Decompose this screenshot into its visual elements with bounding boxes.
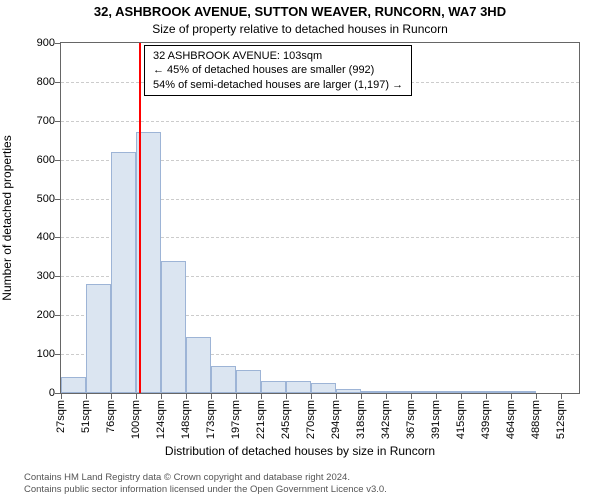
ytick-label: 0 [5, 387, 55, 399]
histogram-bar [361, 391, 386, 393]
xtick-mark [486, 394, 487, 399]
ytick-mark [55, 237, 60, 238]
callout-line-1: 32 ASHBROOK AVENUE: 103sqm [153, 49, 403, 63]
callout-box: 32 ASHBROOK AVENUE: 103sqm ← 45% of deta… [144, 45, 412, 96]
xtick-mark [311, 394, 312, 399]
ytick-label: 800 [5, 76, 55, 88]
ytick-mark [55, 43, 60, 44]
xtick-label: 391sqm [430, 400, 442, 439]
callout-line-2: ← 45% of detached houses are smaller (99… [153, 63, 403, 77]
xtick-label: 51sqm [80, 400, 92, 433]
xtick-label: 27sqm [55, 400, 67, 433]
xtick-label: 270sqm [305, 400, 317, 439]
chart-subtitle: Size of property relative to detached ho… [0, 22, 600, 36]
histogram-bar [161, 261, 186, 393]
xtick-label: 173sqm [205, 400, 217, 439]
histogram-bar [261, 381, 286, 393]
xtick-mark [336, 394, 337, 399]
credits: Contains HM Land Registry data © Crown c… [24, 472, 592, 496]
xtick-label: 342sqm [380, 400, 392, 439]
xtick-label: 488sqm [530, 400, 542, 439]
histogram-bar [236, 370, 261, 393]
ytick-label: 300 [5, 270, 55, 282]
callout-line-3: 54% of semi-detached houses are larger (… [153, 78, 403, 92]
histogram-bar [436, 391, 461, 393]
histogram-bar [486, 391, 511, 393]
xtick-mark [286, 394, 287, 399]
ytick-label: 200 [5, 309, 55, 321]
xtick-mark [61, 394, 62, 399]
xtick-mark [536, 394, 537, 399]
xtick-mark [111, 394, 112, 399]
histogram-bar [186, 337, 211, 393]
xtick-label: 148sqm [180, 400, 192, 439]
xtick-mark [211, 394, 212, 399]
histogram-bar [286, 381, 311, 393]
histogram-bar [336, 389, 361, 393]
ytick-mark [55, 276, 60, 277]
xtick-label: 439sqm [480, 400, 492, 439]
xtick-label: 294sqm [330, 400, 342, 439]
xtick-label: 76sqm [105, 400, 117, 433]
xtick-label: 221sqm [255, 400, 267, 439]
ytick-label: 900 [5, 37, 55, 49]
ytick-mark [55, 354, 60, 355]
xtick-mark [561, 394, 562, 399]
ytick-label: 400 [5, 231, 55, 243]
histogram-bar [386, 391, 411, 393]
x-axis-label: Distribution of detached houses by size … [0, 444, 600, 458]
histogram-bar [86, 284, 111, 393]
subject-marker-line [139, 43, 141, 393]
xtick-mark [161, 394, 162, 399]
xtick-mark [461, 394, 462, 399]
xtick-mark [261, 394, 262, 399]
histogram-bar [111, 152, 136, 393]
xtick-mark [361, 394, 362, 399]
ytick-mark [55, 160, 60, 161]
ytick-label: 700 [5, 115, 55, 127]
credits-line-1: Contains HM Land Registry data © Crown c… [24, 472, 592, 484]
histogram-bar [461, 391, 486, 393]
xtick-mark [386, 394, 387, 399]
xtick-mark [436, 394, 437, 399]
credits-line-2: Contains public sector information licen… [24, 484, 592, 496]
ytick-label: 500 [5, 193, 55, 205]
xtick-mark [411, 394, 412, 399]
histogram-bar [511, 391, 536, 393]
xtick-label: 512sqm [555, 400, 567, 439]
xtick-label: 100sqm [130, 400, 142, 439]
xtick-label: 124sqm [155, 400, 167, 439]
histogram-bar [311, 383, 336, 393]
chart-container: 32, ASHBROOK AVENUE, SUTTON WEAVER, RUNC… [0, 0, 600, 500]
xtick-mark [136, 394, 137, 399]
xtick-label: 367sqm [405, 400, 417, 439]
xtick-label: 464sqm [505, 400, 517, 439]
histogram-bar [211, 366, 236, 393]
xtick-label: 245sqm [280, 400, 292, 439]
xtick-mark [86, 394, 87, 399]
ytick-label: 600 [5, 154, 55, 166]
histogram-bar [61, 377, 86, 393]
ytick-mark [55, 82, 60, 83]
ytick-label: 100 [5, 348, 55, 360]
xtick-mark [511, 394, 512, 399]
plot-area: 32 ASHBROOK AVENUE: 103sqm ← 45% of deta… [60, 42, 580, 394]
xtick-label: 415sqm [455, 400, 467, 439]
ytick-mark [55, 315, 60, 316]
xtick-label: 197sqm [230, 400, 242, 439]
ytick-mark [55, 393, 60, 394]
ytick-mark [55, 199, 60, 200]
xtick-label: 318sqm [355, 400, 367, 439]
ytick-mark [55, 121, 60, 122]
xtick-mark [186, 394, 187, 399]
xtick-mark [236, 394, 237, 399]
chart-title: 32, ASHBROOK AVENUE, SUTTON WEAVER, RUNC… [0, 4, 600, 19]
histogram-bar [411, 391, 436, 393]
